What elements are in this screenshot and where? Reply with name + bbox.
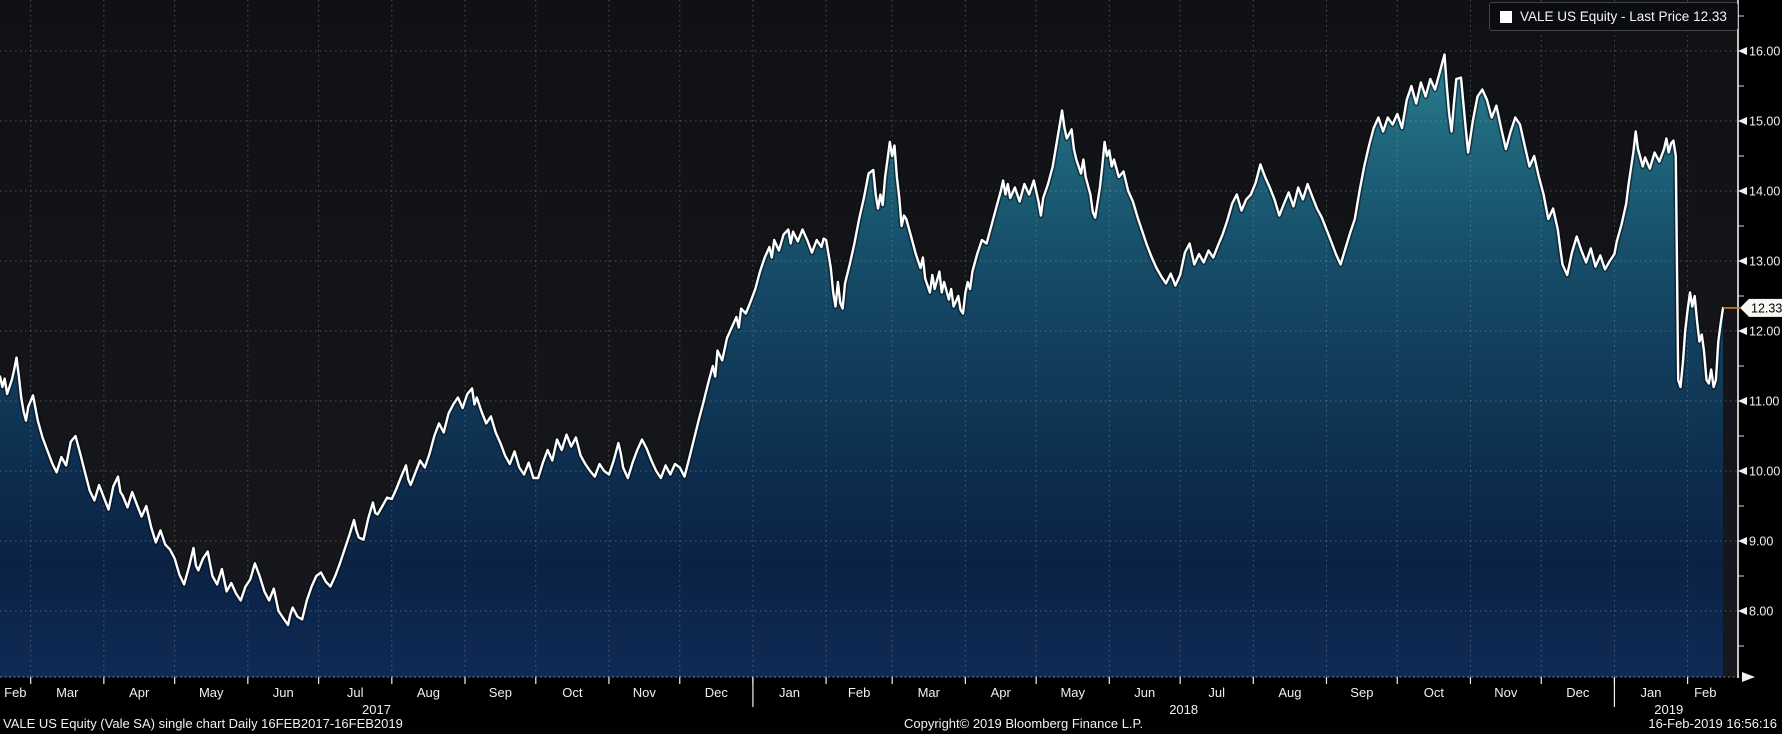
- month-label: May: [199, 685, 224, 700]
- month-label: Sep: [489, 685, 512, 700]
- y-axis-label: 10.00: [1749, 465, 1780, 479]
- chart-legend[interactable]: VALE US Equity - Last Price 12.33: [1489, 2, 1738, 31]
- month-label: Mar: [56, 685, 79, 700]
- y-axis-label: 16.00: [1749, 45, 1780, 59]
- y-axis-tick-arrow-icon: [1738, 187, 1747, 195]
- month-label: Jun: [273, 685, 294, 700]
- y-axis-label: 8.00: [1749, 605, 1773, 619]
- month-label: Jul: [1208, 685, 1225, 700]
- year-label: 2017: [362, 702, 391, 717]
- last-price-tag-box: [1749, 298, 1782, 317]
- copyright-notice: Copyright© 2019 Bloomberg Finance L.P.: [904, 716, 1144, 731]
- month-label: Mar: [918, 685, 941, 700]
- y-axis-tick-arrow-icon: [1738, 397, 1747, 405]
- y-axis-tick-arrow-icon: [1738, 537, 1747, 545]
- price-area: [0, 54, 1723, 677]
- month-label: Jul: [347, 685, 364, 700]
- chart-description: VALE US Equity (Vale SA) single chart Da…: [3, 716, 403, 731]
- y-axis-tick-arrow-icon: [1738, 117, 1747, 125]
- y-axis-label: 15.00: [1749, 115, 1780, 129]
- month-label: Jan: [779, 685, 800, 700]
- y-axis-tick-arrow-icon: [1738, 467, 1747, 475]
- y-axis-label: 12.00: [1749, 325, 1780, 339]
- x-axis: Feb Mar Apr May Jun Jul Aug Sep Oct Nov Dec Jan Feb M…: [0, 672, 1755, 717]
- y-axis-tick-arrow-icon: [1738, 257, 1747, 265]
- month-label: Nov: [633, 685, 657, 700]
- month-label: Oct: [562, 685, 583, 700]
- y-axis-label: 9.00: [1749, 535, 1773, 549]
- y-axis-label: 13.00: [1749, 255, 1780, 269]
- month-label: Oct: [1424, 685, 1445, 700]
- month-label: Feb: [4, 685, 26, 700]
- month-label: Sep: [1350, 685, 1373, 700]
- legend-square-bullet-icon: [1500, 10, 1512, 23]
- y-axis-tick-arrow-icon: [1738, 607, 1747, 615]
- y-axis-label: 11.00: [1749, 395, 1779, 409]
- month-label: Aug: [1278, 685, 1301, 700]
- month-label: Apr: [991, 685, 1012, 700]
- y-axis-tick-arrow-icon: [1738, 327, 1747, 335]
- last-price-tag: 12.33: [1723, 298, 1782, 317]
- month-label: Feb: [1694, 685, 1716, 700]
- month-label: Jun: [1134, 685, 1155, 700]
- month-label: Nov: [1494, 685, 1518, 700]
- month-label: Apr: [129, 685, 150, 700]
- year-label: 2019: [1654, 702, 1683, 717]
- y-axis-tick-arrow-icon: [1738, 47, 1747, 55]
- last-price-tag-notch: [1740, 298, 1749, 317]
- month-label: Feb: [848, 685, 870, 700]
- y-axis: 16.00 15.00 14.00 13.00 12.00 11.00 10.00 9.00 8…: [1737, 0, 1780, 678]
- y-axis-label: 14.00: [1749, 185, 1780, 199]
- month-label: Aug: [417, 685, 440, 700]
- price-line: [0, 53, 1725, 627]
- month-label: May: [1060, 685, 1085, 700]
- last-price-label: 12.33: [1751, 301, 1782, 315]
- legend-label: VALE US Equity - Last Price 12.33: [1520, 9, 1727, 24]
- month-label: Dec: [1566, 685, 1590, 700]
- month-label: Jan: [1641, 685, 1662, 700]
- x-axis-arrow-icon: [1742, 672, 1755, 682]
- timestamp: 16-Feb-2019 16:56:16: [1648, 716, 1777, 731]
- year-label: 2018: [1169, 702, 1198, 717]
- month-label: Dec: [705, 685, 729, 700]
